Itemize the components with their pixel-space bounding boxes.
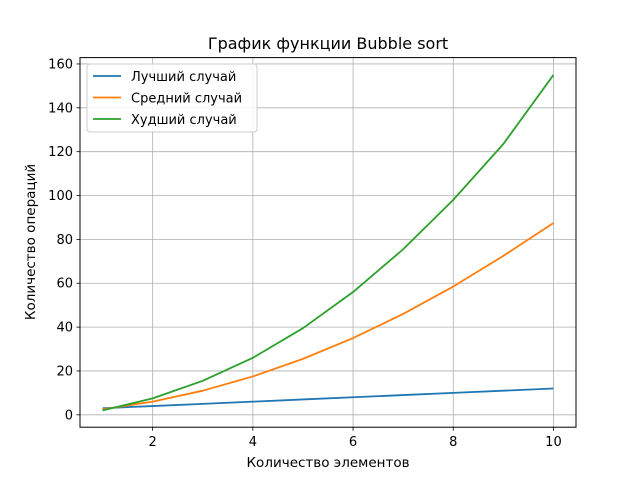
y-tick-label: 140 [48, 101, 73, 116]
plot-frame [79, 57, 577, 428]
y-tick-label: 60 [56, 277, 73, 292]
legend-box [86, 63, 258, 133]
x-tick-label: 10 [545, 435, 562, 450]
y-tick-label: 120 [48, 145, 73, 160]
chart-title: График функции Bubble sort [208, 34, 448, 53]
series-line-3 [102, 74, 555, 412]
y-axis-label: Количество операций [23, 164, 39, 320]
y-tick-label: 40 [56, 321, 73, 336]
legend-label: Средний случай [131, 92, 242, 107]
legend: Лучший случай Средний случай Худший случай [86, 63, 258, 133]
series-line-1 [102, 387, 554, 410]
x-tick-label: 2 [149, 435, 157, 450]
x-tick-label: 6 [349, 435, 357, 450]
y-tick-label: 100 [48, 189, 73, 204]
series-lines [102, 74, 555, 412]
y-tick-label: 20 [56, 364, 73, 379]
y-tick-label: 160 [48, 57, 73, 72]
grid [80, 57, 576, 428]
x-axis-label: Количество элементов [246, 455, 409, 471]
legend-label: Лучший случай [131, 70, 236, 85]
y-tick-label: 0 [65, 408, 73, 423]
y-tick-label: 80 [56, 233, 73, 248]
legend-label: Худший случай [131, 113, 237, 128]
x-tick-label: 4 [249, 435, 257, 450]
x-tick-label: 8 [449, 435, 457, 450]
series-line-2 [102, 222, 554, 411]
